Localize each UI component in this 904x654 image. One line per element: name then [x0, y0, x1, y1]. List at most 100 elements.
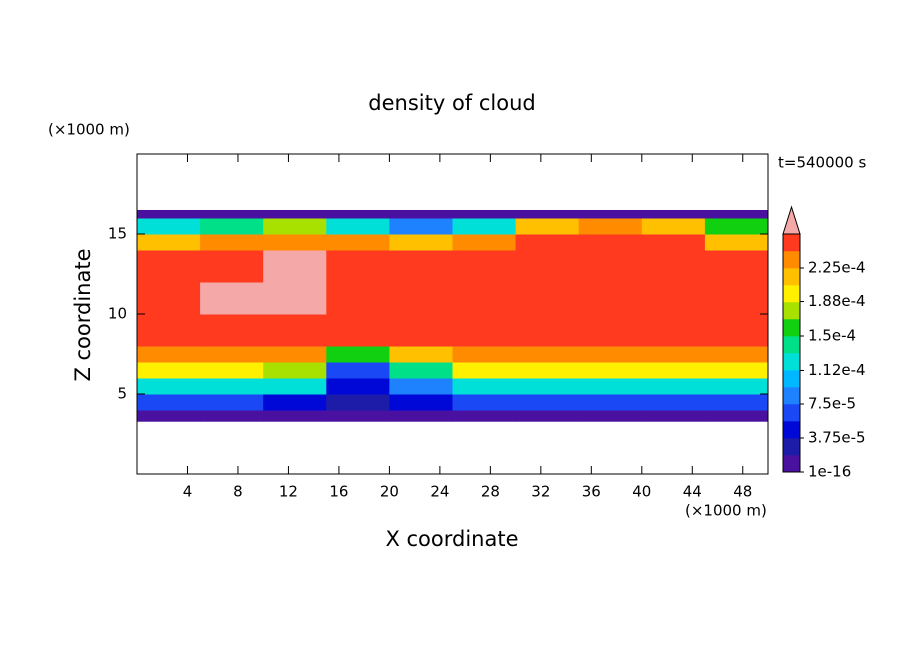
field-cell — [200, 394, 264, 411]
x-tick-label: 4 — [183, 483, 193, 501]
field-cell — [263, 362, 327, 379]
field-cell — [515, 314, 580, 347]
colorbar-tick-label: 1.88e-4 — [808, 292, 866, 310]
field-cell — [137, 218, 201, 235]
field-cell — [137, 378, 201, 395]
y-unit: (×1000 m) — [48, 121, 130, 139]
colorbar-band — [783, 455, 800, 473]
field-cell — [515, 362, 580, 379]
x-tick-label: 20 — [380, 483, 399, 501]
field-cell — [452, 234, 517, 251]
field-cell — [452, 210, 517, 219]
field-cell — [452, 346, 517, 363]
field-cell — [515, 346, 580, 363]
field-cell — [263, 314, 327, 347]
field-cell — [452, 250, 517, 283]
colorbar-band — [783, 438, 800, 456]
y-tick-label: 15 — [108, 225, 127, 243]
field-cell — [704, 346, 769, 363]
field-cell — [704, 362, 769, 379]
x-tick-label: 40 — [632, 483, 651, 501]
field-cell — [578, 410, 643, 422]
field-cell — [263, 210, 327, 219]
field-cell — [326, 346, 390, 363]
field-cell — [200, 234, 264, 251]
colorbar-band — [783, 234, 800, 252]
colorbar-band — [783, 370, 800, 388]
colorbar-band — [783, 285, 800, 303]
time-label: t=540000 s — [778, 154, 866, 172]
field-cell — [200, 314, 264, 347]
field-cell — [200, 218, 264, 235]
field-cell — [452, 378, 517, 395]
field-cell — [200, 250, 264, 283]
field-cell — [641, 314, 706, 347]
x-tick-label: 12 — [279, 483, 298, 501]
x-tick-label: 28 — [481, 483, 500, 501]
field-cell — [137, 394, 201, 411]
field-cell — [137, 314, 201, 347]
field-cell — [326, 394, 390, 411]
colorbar-tick-label: 7.5e-5 — [808, 395, 856, 413]
field-cell — [137, 210, 201, 219]
field-cell — [326, 314, 390, 347]
field-cell — [389, 250, 453, 283]
field-cell — [515, 410, 580, 422]
field-cell — [704, 210, 769, 219]
field-cell — [578, 378, 643, 395]
field-cell — [578, 250, 643, 283]
field-cell — [452, 394, 517, 411]
field-cell — [389, 218, 453, 235]
colorbar-frame — [782, 233, 801, 473]
field-cell — [389, 394, 453, 411]
field-cell — [641, 282, 706, 315]
field-cell — [578, 282, 643, 315]
field-cell — [704, 394, 769, 411]
x-tick-label: 36 — [582, 483, 601, 501]
field-cell — [200, 378, 264, 395]
y-tick-label: 5 — [117, 385, 127, 403]
colorbar-band — [783, 387, 800, 405]
field-cell — [704, 378, 769, 395]
field-cell — [452, 362, 517, 379]
colorbar-band — [783, 353, 800, 371]
field-cell — [515, 378, 580, 395]
field-cell — [515, 234, 580, 251]
field-cell — [137, 410, 201, 422]
field-cell — [326, 282, 390, 315]
field-cell — [704, 410, 769, 422]
field-cell — [200, 410, 264, 422]
field-cell — [263, 250, 327, 283]
field-cell — [263, 346, 327, 363]
x-tick-label: 48 — [733, 483, 752, 501]
field-cell — [452, 282, 517, 315]
field-cell — [578, 362, 643, 379]
field-cell — [641, 210, 706, 219]
field-cell — [578, 346, 643, 363]
field-cell — [137, 282, 201, 315]
field-cell — [326, 410, 390, 422]
colorbar-band — [783, 421, 800, 439]
colorbar-tick-label: 2.25e-4 — [808, 259, 866, 277]
field-cell — [389, 234, 453, 251]
field-cell — [704, 250, 769, 283]
x-tick-label: 24 — [430, 483, 449, 501]
field — [137, 210, 769, 422]
field-cell — [704, 314, 769, 347]
field-cell — [137, 234, 201, 251]
field-cell — [389, 282, 453, 315]
chart-title: density of cloud — [368, 91, 535, 115]
field-cell — [137, 346, 201, 363]
field-cell — [704, 234, 769, 251]
field-cell — [326, 362, 390, 379]
y-axis-label: Z coordinate — [71, 248, 95, 381]
field-cell — [389, 314, 453, 347]
colorbar-band — [783, 404, 800, 422]
field-cell — [326, 378, 390, 395]
field-cell — [704, 282, 769, 315]
field-cell — [515, 218, 580, 235]
field-cell — [263, 282, 327, 315]
field-cell — [326, 210, 390, 219]
field-cell — [326, 250, 390, 283]
field-cell — [515, 210, 580, 219]
